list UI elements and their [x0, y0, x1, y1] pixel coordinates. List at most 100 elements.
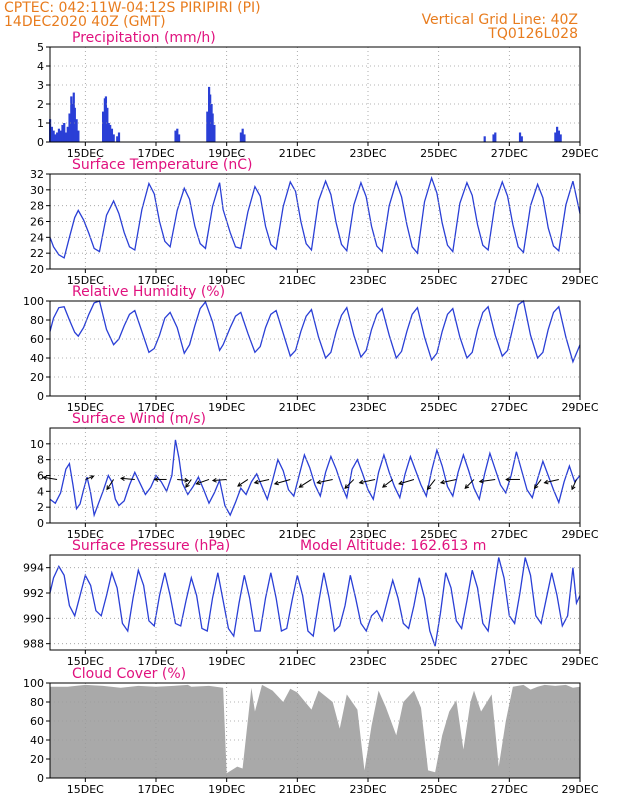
- pressure-ytick-label: 992: [23, 587, 44, 600]
- precipitation-bar: [59, 130, 62, 142]
- humidity-xtick-label: 21DEC: [279, 401, 316, 414]
- precipitation-bar: [176, 128, 179, 142]
- wind-arrow: [185, 479, 192, 489]
- wind-arrow: [533, 479, 542, 490]
- precipitation-ytick-label: 5: [37, 41, 44, 54]
- wind-ytick-label: 6: [37, 470, 44, 483]
- temperature-ytick-label: 28: [30, 200, 44, 213]
- temperature-ytick-label: 26: [30, 216, 44, 229]
- wind-arrow: [398, 478, 415, 486]
- precipitation-bar: [557, 130, 560, 142]
- wind-xtick-label: 21DEC: [279, 528, 316, 541]
- precipitation-bar: [211, 113, 214, 142]
- cloud-xtick-label: 29DEC: [561, 783, 598, 796]
- precipitation-panel: Precipitation (mm/h) 0 1 2 3 4 5 15DEC 17DEC 19DE…: [37, 30, 599, 160]
- wind-title: Surface Wind (m/s): [72, 411, 206, 427]
- wind-arrow: [505, 477, 520, 482]
- cloud-ytick-label: 0: [37, 772, 44, 785]
- humidity-ytick-label: 100: [23, 295, 44, 308]
- wind-panel: Surface Wind (m/s) 0 2 4 6 8 10 15DEC 17DEC 19DEC…: [30, 411, 599, 541]
- precipitation-ytick-label: 0: [37, 136, 44, 149]
- precipitation-xtick-label: 21DEC: [279, 147, 316, 160]
- cloud-area: [50, 684, 580, 778]
- pressure-ytick-label: 990: [23, 612, 44, 625]
- temperature-panel: Surface Temperature (nC) 20 22 24 26 28 30 32 15…: [30, 157, 599, 287]
- precipitation-bar: [520, 136, 523, 142]
- model-resolution: TQ0126L028: [487, 26, 578, 42]
- wind-xtick-label: 27DEC: [491, 528, 528, 541]
- precipitation-xtick-label: 29DEC: [561, 147, 598, 160]
- wind-xtick-label: 19DEC: [208, 528, 245, 541]
- precipitation-bar: [239, 132, 242, 142]
- wind-arrow: [106, 479, 115, 491]
- precipitation-bar: [494, 132, 497, 142]
- precipitation-bar: [213, 124, 216, 142]
- humidity-ytick-label: 0: [37, 390, 44, 403]
- pressure-xtick-label: 25DEC: [420, 655, 457, 668]
- wind-xtick-label: 17DEC: [137, 528, 174, 541]
- temperature-xtick-label: 15DEC: [67, 274, 104, 287]
- precipitation-bar: [71, 104, 74, 142]
- precipitation-bar: [77, 130, 80, 142]
- precipitation-bar: [243, 134, 246, 142]
- precipitation-bar: [107, 123, 110, 142]
- location-line: CPTEC: 042:11W-04:12S PIRIPIRI (PI): [4, 0, 261, 16]
- precipitation-title: Precipitation (mm/h): [72, 30, 216, 46]
- precipitation-bar: [206, 111, 209, 142]
- pressure-xtick-label: 27DEC: [491, 655, 528, 668]
- pressure-frame: [49, 554, 581, 651]
- run-date-line: 14DEC2020 40Z (GMT): [4, 14, 166, 30]
- cloud-title: Cloud Cover (%): [72, 666, 186, 682]
- wind-ytick-label: 10: [30, 438, 44, 451]
- temperature-xtick-label: 21DEC: [279, 274, 316, 287]
- humidity-xtick-label: 25DEC: [420, 401, 457, 414]
- cloud-xtick-label: 23DEC: [349, 783, 386, 796]
- humidity-xtick-label: 29DEC: [561, 401, 598, 414]
- pressure-ytick-label: 988: [23, 638, 44, 651]
- wind-ytick-label: 0: [37, 517, 44, 530]
- temperature-xtick-label: 17DEC: [137, 274, 174, 287]
- pressure-xtick-label: 17DEC: [137, 655, 174, 668]
- humidity-ytick-label: 80: [30, 314, 44, 327]
- wind-xtick-label: 15DEC: [67, 528, 104, 541]
- wind-arrow: [195, 478, 210, 486]
- precipitation-bar: [492, 134, 495, 142]
- pressure-xtick-label: 23DEC: [349, 655, 386, 668]
- precipitation-bar: [556, 126, 559, 142]
- wind-arrow: [382, 479, 394, 488]
- cloud-xtick-label: 27DEC: [491, 783, 528, 796]
- cloud-ytick-label: 100: [23, 677, 44, 690]
- cloud-ytick-label: 20: [30, 753, 44, 766]
- wind-arrow: [253, 478, 270, 485]
- wind-arrow: [478, 478, 496, 484]
- cloud-ytick-label: 80: [30, 696, 44, 709]
- cloud-xtick-label: 17DEC: [137, 783, 174, 796]
- temperature-xtick-label: 27DEC: [491, 274, 528, 287]
- precipitation-xtick-label: 15DEC: [67, 147, 104, 160]
- temperature-xtick-label: 29DEC: [561, 274, 598, 287]
- pressure-xtick-label: 21DEC: [279, 655, 316, 668]
- precipitation-xtick-label: 27DEC: [491, 147, 528, 160]
- precipitation-bar: [52, 130, 55, 142]
- wind-arrow: [177, 477, 190, 483]
- humidity-series-line: [49, 299, 581, 364]
- wind-arrow: [439, 478, 457, 485]
- humidity-frame: [49, 300, 581, 397]
- wind-arrow: [344, 479, 355, 489]
- pressure-panel: Surface Pressure (hPa) Model Altitude: 16…: [23, 538, 599, 668]
- temperature-xtick-label: 23DEC: [349, 274, 386, 287]
- humidity-xtick-label: 19DEC: [208, 401, 245, 414]
- precipitation-xtick-label: 19DEC: [208, 147, 245, 160]
- humidity-panel: Relative Humidity (%) 0 20 40 60 80 100 15DEC 17…: [23, 284, 599, 414]
- cloud-ytick-label: 60: [30, 715, 44, 728]
- header: CPTEC: 042:11W-04:12S PIRIPIRI (PI) 14DE…: [4, 0, 578, 42]
- temperature-xtick-label: 25DEC: [420, 274, 457, 287]
- precipitation-bar: [109, 124, 112, 142]
- precipitation-bar: [518, 132, 522, 142]
- precipitation-bar: [66, 126, 69, 142]
- precipitation-bar: [57, 128, 61, 142]
- precipitation-bar: [241, 128, 244, 142]
- precipitation-bar: [64, 132, 68, 142]
- pressure-xtick-label: 29DEC: [561, 655, 598, 668]
